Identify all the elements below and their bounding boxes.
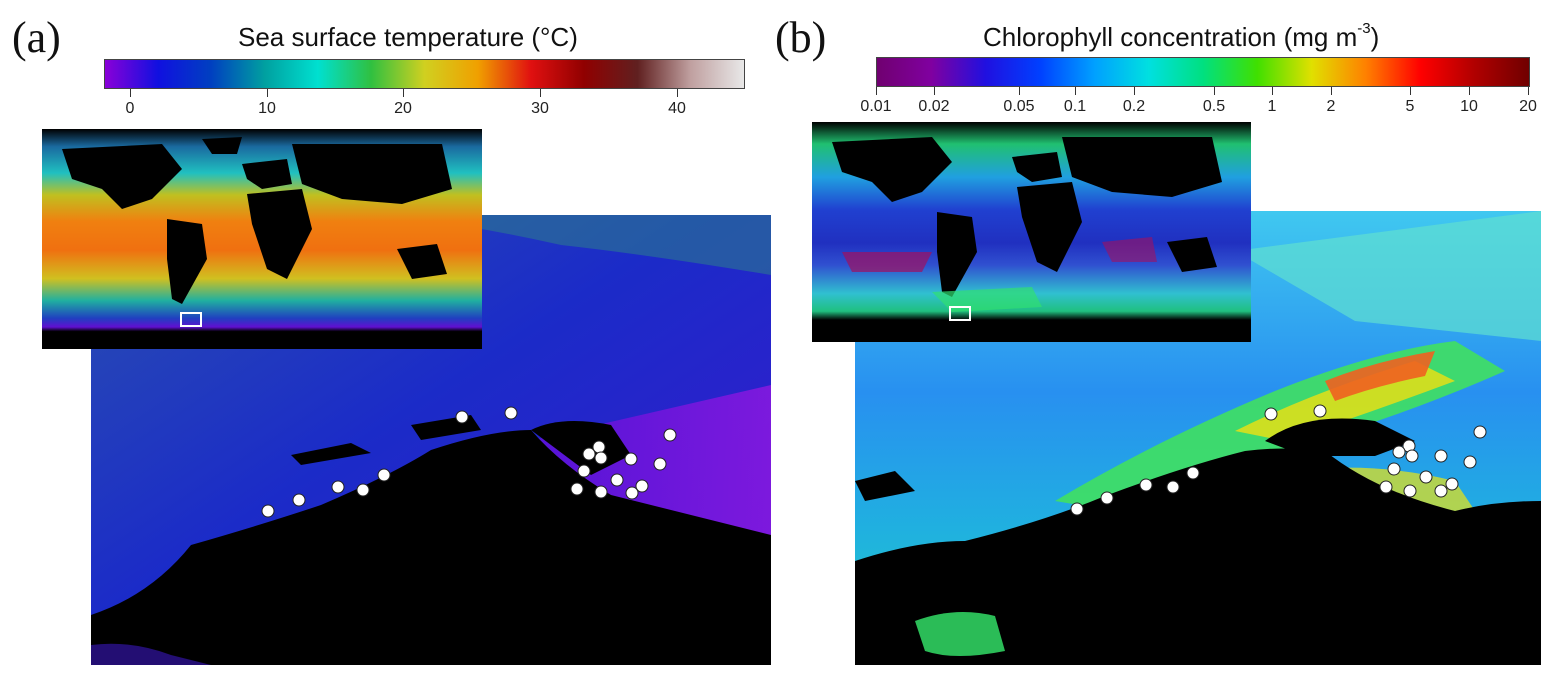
chlorophyll-station-marker <box>1463 455 1477 469</box>
chlorophyll-station-marker <box>1387 462 1401 476</box>
chlorophyll-tick-mark <box>1410 87 1411 95</box>
sst-station-marker <box>653 457 667 471</box>
chlorophyll-station-marker <box>1139 478 1153 492</box>
chlorophyll-station-marker <box>1445 477 1459 491</box>
chlorophyll-station-marker <box>1434 449 1448 463</box>
sst-station-marker <box>635 479 649 493</box>
sst-station-marker <box>663 428 677 442</box>
chlorophyll-station-marker <box>1166 480 1180 494</box>
chlorophyll-tick-mark <box>1469 87 1470 95</box>
sst-tick-mark <box>677 89 678 97</box>
chlorophyll-tick-label: 10 <box>1460 98 1478 115</box>
sst-global-inset-map <box>42 129 482 349</box>
sst-tick-label: 0 <box>125 100 135 117</box>
sst-station-marker <box>331 480 345 494</box>
study-area-box <box>180 312 202 327</box>
chlorophyll-tick-label: 0.2 <box>1122 98 1146 115</box>
chlorophyll-tick-label: 1 <box>1267 98 1277 115</box>
chlorophyll-global-inset-map <box>812 122 1251 342</box>
chlorophyll-title-end: ) <box>1370 22 1380 52</box>
study-area-box <box>949 306 971 321</box>
chlorophyll-tick-mark <box>876 87 877 95</box>
sst-tick-label: 20 <box>394 100 412 117</box>
sst-station-marker <box>504 406 518 420</box>
sst-tick-mark <box>130 89 131 97</box>
sst-tick-mark <box>540 89 541 97</box>
sst-colorbar <box>104 59 745 89</box>
chlorophyll-tick-mark <box>1272 87 1273 95</box>
sst-tick-mark <box>403 89 404 97</box>
chlorophyll-tick-mark <box>1331 87 1332 95</box>
chlorophyll-station-marker <box>1100 491 1114 505</box>
chlorophyll-tick-mark <box>1214 87 1215 95</box>
chlorophyll-station-marker <box>1264 407 1278 421</box>
sst-station-marker <box>610 473 624 487</box>
chlorophyll-tick-label: 20 <box>1519 98 1537 115</box>
chlorophyll-tick-mark <box>1075 87 1076 95</box>
chlorophyll-tick-label: 5 <box>1405 98 1415 115</box>
sst-station-marker <box>261 504 275 518</box>
chlorophyll-tick-label: 0.5 <box>1202 98 1226 115</box>
sst-station-marker <box>577 464 591 478</box>
chlorophyll-colorbar-title: Chlorophyll concentration (mg m-3) <box>983 20 1380 53</box>
chlorophyll-station-marker <box>1403 484 1417 498</box>
chlorophyll-tick-mark <box>1019 87 1020 95</box>
chlorophyll-station-marker <box>1392 445 1406 459</box>
sst-tick-label: 40 <box>668 100 686 117</box>
chlorophyll-title-main: Chlorophyll concentration (mg m <box>983 22 1358 52</box>
sst-station-marker <box>594 485 608 499</box>
sst-tick-label: 10 <box>258 100 276 117</box>
sst-station-marker <box>292 493 306 507</box>
panel-b-label: (b) <box>775 13 827 62</box>
sst-station-marker <box>356 483 370 497</box>
sst-station-marker <box>377 468 391 482</box>
chlorophyll-tick-label: 2 <box>1326 98 1336 115</box>
chlorophyll-tick-label: 0.01 <box>860 98 892 115</box>
sst-station-marker <box>455 410 469 424</box>
chlorophyll-colorbar <box>876 57 1530 87</box>
chlorophyll-station-marker <box>1434 484 1448 498</box>
sst-tick-mark <box>267 89 268 97</box>
panel-a-label: (a) <box>12 13 61 62</box>
chlorophyll-station-marker <box>1405 449 1419 463</box>
chlorophyll-tick-mark <box>934 87 935 95</box>
chlorophyll-title-sup: -3 <box>1357 20 1371 37</box>
chlorophyll-station-marker <box>1419 470 1433 484</box>
chlorophyll-tick-mark <box>1134 87 1135 95</box>
sst-tick-label: 30 <box>531 100 549 117</box>
sst-colorbar-title: Sea surface temperature (°C) <box>238 22 578 52</box>
chlorophyll-station-marker <box>1313 404 1327 418</box>
chlorophyll-tick-label: 0.05 <box>1003 98 1035 115</box>
chlorophyll-tick-label: 0.1 <box>1063 98 1087 115</box>
chlorophyll-station-marker <box>1070 502 1084 516</box>
chlorophyll-station-marker <box>1379 480 1393 494</box>
chlorophyll-station-marker <box>1473 425 1487 439</box>
chlorophyll-station-marker <box>1186 466 1200 480</box>
chlorophyll-tick-mark <box>1528 87 1529 95</box>
sst-station-marker <box>624 452 638 466</box>
chlorophyll-tick-label: 0.02 <box>918 98 950 115</box>
sst-station-marker <box>594 451 608 465</box>
sst-station-marker <box>625 486 639 500</box>
sst-station-marker <box>570 482 584 496</box>
